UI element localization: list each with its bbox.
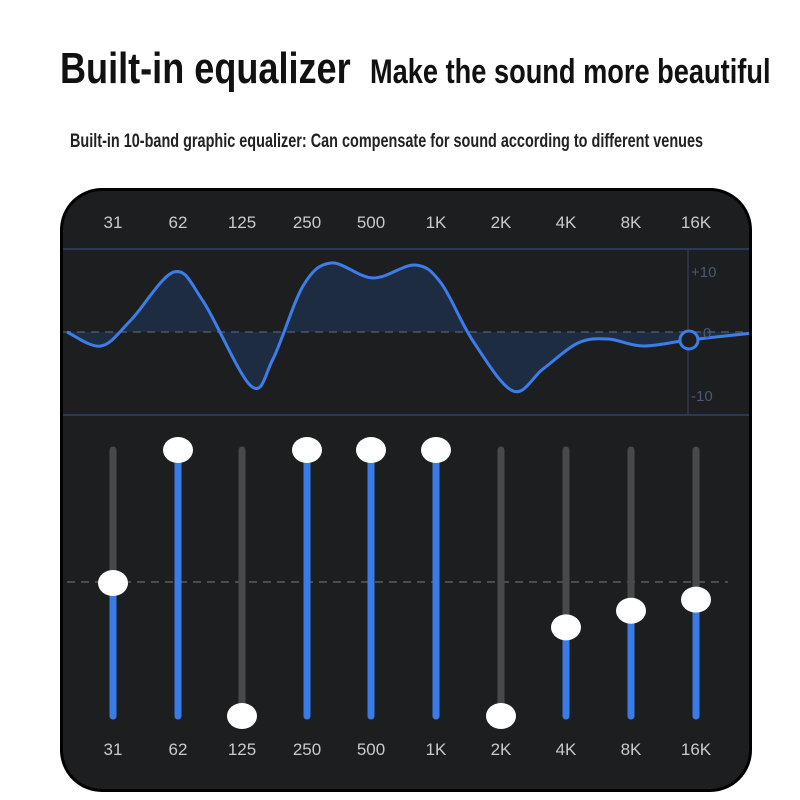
slider-thumb[interactable] [486,703,516,729]
label-plus10: +10 [691,264,716,281]
band-label-bottom: 250 [292,740,322,759]
slider-thumb[interactable] [292,437,322,463]
slider-thumb[interactable] [98,570,128,596]
band-label-top: 250 [292,213,322,232]
tagline: Make the sound more beautiful [370,53,771,91]
label-zero: 0 [703,325,711,342]
slider-thumb[interactable] [227,703,257,729]
band-label-bottom: 500 [356,740,386,759]
band-label-top: 125 [227,213,257,232]
band-label-bottom: 31 [103,740,123,759]
band-label-top: 31 [103,213,123,232]
slider-1K[interactable] [421,437,451,720]
headline: Built-in equalizer [60,44,351,93]
slider-thumb[interactable] [356,437,386,463]
band-label-bottom: 4K [555,740,577,759]
band-label-top: 62 [168,213,188,232]
equalizer-panel: +10 0 -10 31 31 62 62 125 125 250 250 500 500 1K 1K… [60,188,752,792]
band-label-bottom: 125 [227,740,257,759]
band-label-top: 1K [425,213,447,232]
curve-fill [67,262,749,392]
slider-500[interactable] [356,437,386,720]
band-label-bottom: 8K [620,740,642,759]
eq-graph: +10 0 -10 [63,248,749,729]
slider-8K[interactable] [616,446,646,720]
slider-16K[interactable] [681,446,711,720]
slider-thumb[interactable] [163,437,193,463]
slider-250[interactable] [292,437,322,720]
slider-4K[interactable] [551,446,581,720]
slider-62[interactable] [163,437,193,720]
slider-125[interactable] [227,446,257,729]
band-label-top: 16K [680,213,712,232]
subtitle: Built-in 10-band graphic equalizer: Can … [70,131,704,152]
slider-thumb[interactable] [681,586,711,613]
band-label-bottom: 16K [680,740,712,759]
band-label-bottom: 2K [490,740,512,759]
curve-handle[interactable] [678,329,700,351]
slider-31[interactable] [98,446,128,720]
label-minus10: -10 [691,388,713,405]
band-label-top: 500 [356,213,386,232]
eq-curve [66,261,749,394]
slider-thumb[interactable] [616,597,646,624]
band-label-top: 8K [620,213,642,232]
band-label-bottom: 62 [168,740,188,759]
band-label-top: 4K [555,213,577,232]
band-label-top: 2K [490,213,512,232]
slider-2K[interactable] [486,446,516,729]
slider-thumb[interactable] [551,614,581,641]
band-label-bottom: 1K [425,740,447,759]
slider-thumb[interactable] [421,437,451,463]
